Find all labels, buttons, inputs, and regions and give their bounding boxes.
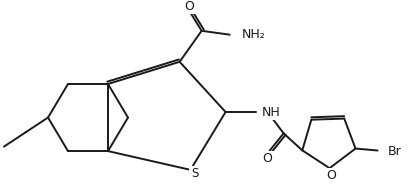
Text: Br: Br bbox=[387, 145, 401, 158]
Text: NH₂: NH₂ bbox=[242, 28, 265, 41]
Text: O: O bbox=[185, 0, 195, 13]
Text: NH: NH bbox=[262, 105, 280, 119]
Text: O: O bbox=[263, 152, 272, 165]
Text: S: S bbox=[191, 167, 198, 180]
Text: O: O bbox=[327, 169, 337, 182]
